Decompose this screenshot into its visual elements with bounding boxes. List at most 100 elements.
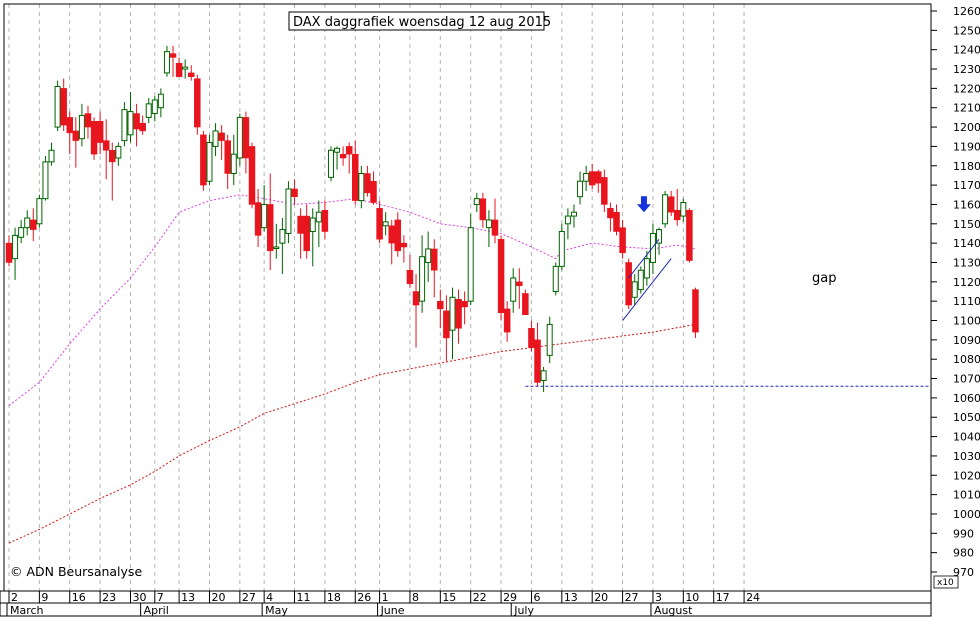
chart-title: DAX daggrafiek woensdag 12 aug 2015: [293, 15, 551, 30]
candle-body: [388, 225, 395, 244]
candle-body: [376, 208, 383, 240]
candle-up: [12, 227, 19, 280]
y-tick-label: 980: [953, 547, 974, 560]
candle-down: [321, 200, 329, 240]
x-tick-label: 20: [211, 591, 225, 604]
candle-body: [613, 211, 620, 232]
candle-body: [649, 232, 656, 263]
candle-body: [84, 113, 92, 128]
candle-body: [321, 210, 329, 232]
candle-down: [60, 78, 67, 131]
candle-body: [437, 300, 444, 310]
candle-down: [370, 171, 377, 205]
y-tick-label: 1020: [953, 469, 980, 482]
candle-body: [297, 215, 304, 234]
candle-up: [309, 208, 316, 267]
candle-down: [601, 169, 608, 213]
candle-body: [431, 248, 438, 271]
candle-body: [12, 234, 19, 260]
candle-down: [619, 219, 626, 259]
candle-body: [157, 93, 164, 109]
candle-up: [115, 142, 122, 166]
candle-up: [163, 45, 170, 77]
candle-down: [461, 291, 468, 325]
y-tick-label: 1090: [953, 334, 980, 347]
candle-body: [656, 229, 663, 244]
candle-up: [649, 223, 656, 275]
candle-body: [601, 177, 608, 205]
candle-up: [467, 214, 474, 306]
candle-up: [18, 219, 25, 244]
candle-up: [121, 101, 128, 147]
candle-up: [570, 204, 577, 228]
candle-down: [102, 119, 110, 180]
candle-body: [382, 221, 389, 227]
candle-body: [254, 202, 262, 236]
candle-up: [212, 123, 219, 157]
candle-body: [588, 171, 596, 186]
candle-body: [425, 248, 432, 263]
candle-body: [334, 147, 341, 153]
candle-body: [364, 173, 371, 194]
candle-body: [54, 85, 61, 128]
x-axis: 2 9 16 23 30 7 13 20 27 4 11 18 26 1 8 15 22 29 6 13 20 27 3 10…: [6, 591, 760, 617]
candle-down: [667, 190, 675, 217]
candle-down: [406, 254, 414, 288]
candle-up: [48, 142, 55, 166]
candle-body: [339, 153, 347, 159]
candle-body: [503, 308, 511, 333]
candle-up: [552, 262, 559, 296]
candle-body: [5, 242, 13, 263]
candle-down: [613, 204, 620, 236]
candle-body: [315, 211, 322, 223]
y-tick-label: 990: [953, 527, 974, 540]
candle-body: [485, 219, 492, 229]
x-tick-label: 16: [72, 591, 86, 604]
candle-down: [376, 200, 383, 244]
x-tick-label: 7: [157, 591, 164, 604]
x-tick-label: 11: [297, 591, 311, 604]
candle-body: [182, 66, 189, 70]
candle-body: [625, 262, 632, 306]
candle-body: [200, 134, 207, 186]
candle-body: [400, 242, 408, 248]
candle-up: [78, 103, 85, 147]
ma-long-line: [8, 323, 696, 544]
candle-down: [497, 235, 505, 321]
candle-up: [151, 96, 158, 122]
wedge-line: [628, 238, 660, 279]
candle-body: [42, 161, 49, 200]
candle-down: [352, 140, 359, 205]
candle-up: [42, 156, 49, 201]
y-axis: 9709809901000101010201030104010501060107…: [931, 5, 980, 579]
candle-body: [352, 153, 359, 201]
y-tick-label: 1230: [953, 63, 980, 76]
x-tick-label: 2: [11, 591, 18, 604]
x-tick-label: 13: [564, 591, 578, 604]
candle-down: [224, 134, 231, 189]
candle-body: [637, 269, 644, 291]
x-tick-label: 1: [382, 591, 389, 604]
candle-up: [564, 208, 571, 240]
candle-down: [30, 208, 37, 242]
candle-body: [303, 215, 310, 252]
candle-down: [133, 103, 140, 147]
candle-up: [261, 185, 268, 232]
month-label: August: [654, 604, 693, 617]
candle-body: [261, 203, 268, 229]
candle-down: [431, 239, 438, 298]
y-tick-label: 1010: [953, 489, 980, 502]
candle-body: [115, 145, 122, 159]
month-label: June: [380, 604, 405, 617]
candle-up: [279, 217, 286, 275]
x-tick-label: 15: [442, 591, 456, 604]
x-tick-label: 9: [41, 591, 48, 604]
candle-down: [443, 295, 450, 362]
candle-down: [686, 208, 693, 263]
candle-body: [285, 188, 292, 234]
y-tick-label: 1100: [953, 315, 980, 328]
y-tick-label: 1040: [953, 431, 980, 444]
x-tick-label: 18: [327, 591, 341, 604]
x-tick-label: 3: [655, 591, 662, 604]
